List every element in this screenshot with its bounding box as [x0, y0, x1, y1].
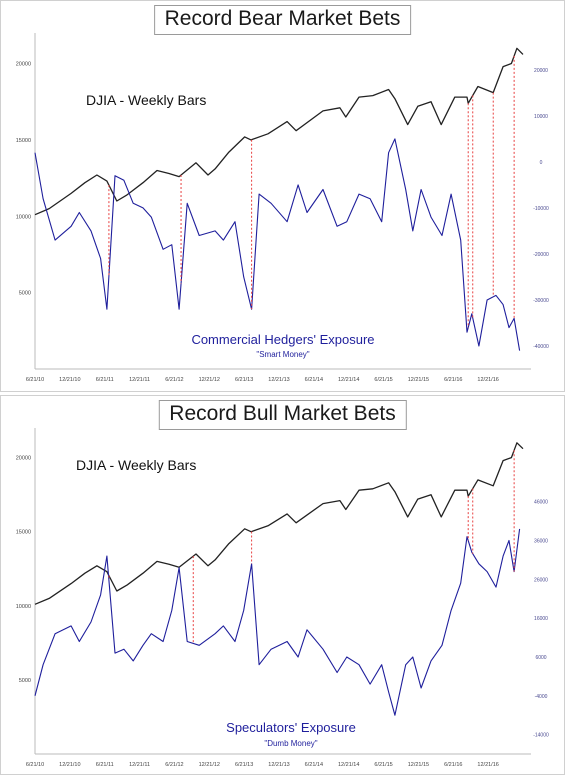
y-tick-label-left: 15000 [16, 530, 31, 536]
x-tick-label: 6/21/10 [26, 377, 44, 383]
y-tick-label-right: -30000 [533, 298, 549, 304]
x-tick-label: 6/21/11 [96, 762, 114, 768]
y-tick-label-right: -40000 [533, 344, 549, 350]
y-tick-label-right: 20000 [534, 68, 548, 74]
x-tick-label: 6/21/11 [96, 377, 114, 383]
exposure-series-sublabel: "Dumb Money" [264, 739, 317, 748]
x-tick-label: 6/21/14 [305, 762, 323, 768]
y-tick-label-right: 10000 [534, 114, 548, 120]
exposure-series-label: Commercial Hedgers' Exposure [191, 332, 374, 347]
chart-title: Record Bear Market Bets [153, 5, 412, 35]
y-tick-label-right: 16000 [534, 616, 548, 622]
y-tick-label-right: -4000 [535, 694, 548, 700]
x-tick-label: 12/21/11 [129, 377, 150, 383]
y-tick-label-right: 0 [540, 160, 543, 166]
price-series-label: DJIA - Weekly Bars [76, 457, 196, 473]
y-tick-label-left: 15000 [16, 138, 31, 144]
chart-panel-bear: Record Bear Market Bets 5000 10000 15000 20… [0, 0, 565, 392]
x-tick-label: 6/21/16 [444, 762, 462, 768]
y-tick-label-right: -20000 [533, 252, 549, 258]
y-tick-label-right: 26000 [534, 577, 548, 583]
x-tick-label: 6/21/13 [235, 377, 253, 383]
series-line-exposure [34, 528, 521, 716]
x-tick-label: 12/21/11 [129, 762, 150, 768]
series-line-exposure [34, 138, 521, 351]
x-tick-label: 12/21/15 [408, 377, 429, 383]
x-tick-label: 12/21/14 [338, 377, 359, 383]
x-tick-label: 12/21/15 [408, 762, 429, 768]
y-tick-label-left: 10000 [16, 604, 31, 610]
x-tick-label: 6/21/14 [305, 377, 323, 383]
y-tick-label-left: 5000 [19, 291, 31, 297]
y-tick-label-right: 46000 [534, 500, 548, 506]
x-tick-label: 6/21/13 [235, 762, 253, 768]
y-tick-label-right: 36000 [534, 539, 548, 545]
x-tick-label: 6/21/15 [374, 377, 392, 383]
series-line-djia [34, 47, 524, 216]
exposure-series-sublabel: "Smart Money" [256, 350, 309, 359]
x-tick-label: 6/21/12 [165, 377, 183, 383]
y-tick-label-left: 20000 [16, 62, 31, 68]
chart-plot: 5000 10000 15000 20000 -14000 -4000 6000 16000 2… [16, 428, 549, 768]
chart-panel-bull: Record Bull Market Bets 5000 10000 15000 20… [0, 395, 565, 775]
x-tick-label: 12/21/16 [477, 377, 498, 383]
x-tick-label: 12/21/13 [268, 377, 289, 383]
y-tick-label-left: 20000 [16, 456, 31, 462]
y-tick-label-left: 5000 [19, 678, 31, 684]
x-tick-label: 12/21/13 [268, 762, 289, 768]
y-tick-label-left: 10000 [16, 214, 31, 220]
x-tick-label: 6/21/12 [165, 762, 183, 768]
x-tick-label: 6/21/16 [444, 377, 462, 383]
chart-plot: 5000 10000 15000 20000 -40000 -30000 -20000 -10… [16, 33, 549, 383]
chart-title: Record Bull Market Bets [158, 400, 407, 430]
series-line-djia [34, 442, 524, 605]
exposure-series-label: Speculators' Exposure [226, 720, 356, 735]
x-tick-label: 12/21/14 [338, 762, 359, 768]
x-tick-label: 12/21/12 [199, 377, 220, 383]
x-tick-label: 12/21/16 [477, 762, 498, 768]
x-tick-label: 12/21/10 [59, 377, 80, 383]
x-tick-label: 12/21/12 [199, 762, 220, 768]
y-tick-label-right: 6000 [535, 655, 546, 661]
x-tick-label: 6/21/10 [26, 762, 44, 768]
y-tick-label-right: -14000 [533, 733, 549, 739]
x-tick-label: 12/21/10 [59, 762, 80, 768]
price-series-label: DJIA - Weekly Bars [86, 92, 206, 108]
x-tick-label: 6/21/15 [374, 762, 392, 768]
y-tick-label-right: -10000 [533, 206, 549, 212]
